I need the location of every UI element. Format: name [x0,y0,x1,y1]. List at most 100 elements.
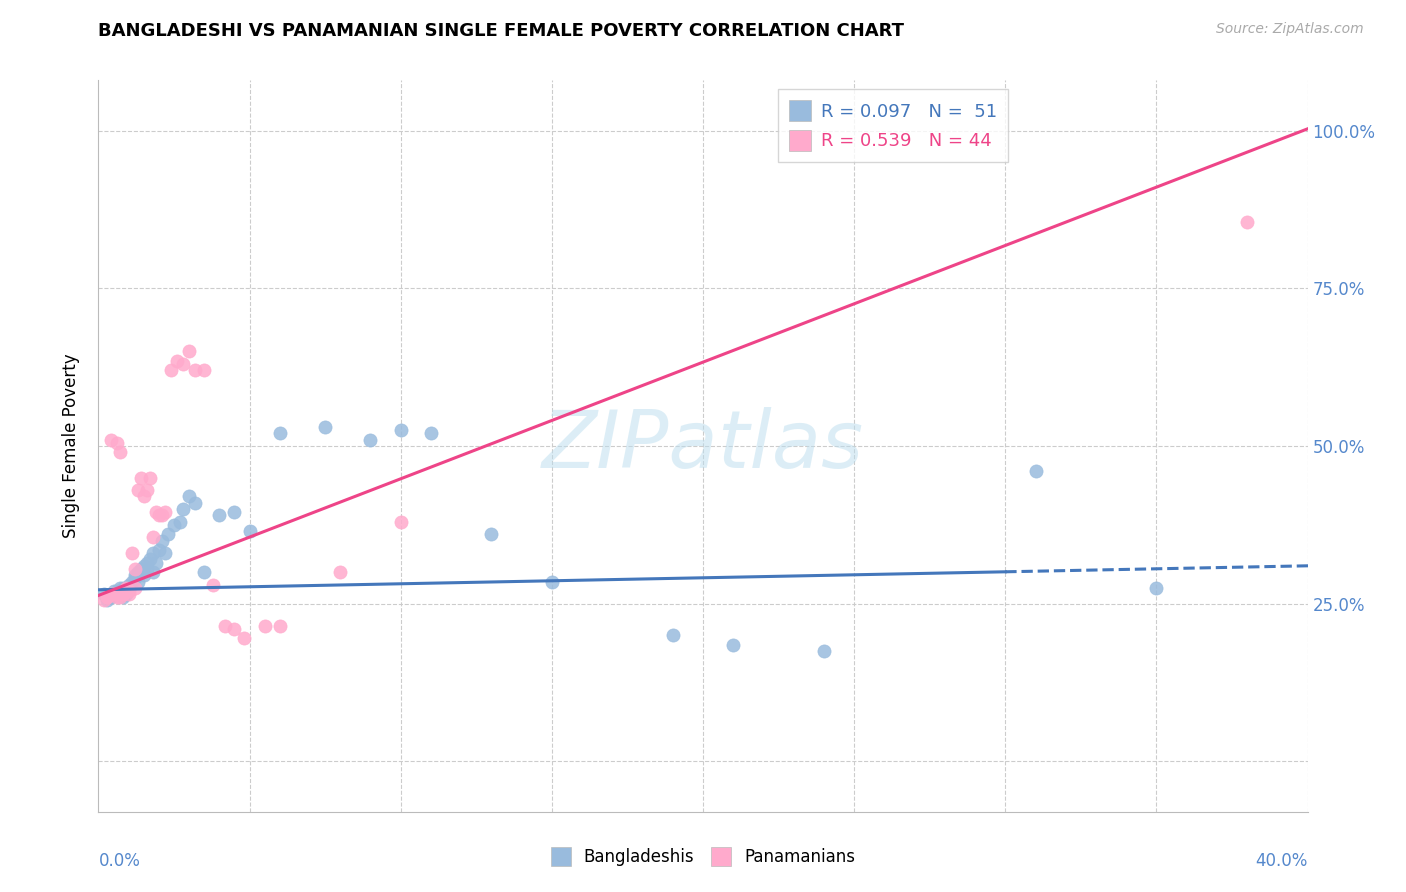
Point [139,552,162,566]
Point [100,591,122,605]
Point [214,618,236,632]
Point [105,435,128,450]
Point [96,591,118,605]
Point [114,581,136,595]
Point [132,568,155,582]
Point [420,426,443,441]
Point [813,644,835,658]
Point [127,565,149,579]
Point [239,524,262,538]
Point [108,581,131,595]
Point [114,584,136,599]
Point [139,470,162,484]
Point [124,562,146,576]
Y-axis label: Single Female Poverty: Single Female Poverty [62,354,80,538]
Text: 0.0%: 0.0% [98,852,141,870]
Point [114,587,136,601]
Point [103,587,125,601]
Point [118,584,141,599]
Point [481,527,503,541]
Point [389,423,412,437]
Point [389,515,412,529]
Point [269,618,291,632]
Point [172,502,194,516]
Point [142,530,165,544]
Point [1144,581,1167,595]
Point [93,587,115,601]
Point [100,587,122,601]
Point [169,515,191,529]
Point [142,565,165,579]
Point [1024,464,1046,478]
Text: Source: ZipAtlas.com: Source: ZipAtlas.com [1216,22,1364,37]
Point [224,622,246,636]
Point [132,558,155,573]
Point [145,556,167,570]
Text: ZIPatlas: ZIPatlas [541,407,865,485]
Point [129,562,152,576]
Point [232,632,254,646]
Point [121,574,143,589]
Point [202,578,225,592]
Point [723,638,745,652]
Point [148,508,170,523]
Point [132,490,155,504]
Point [150,533,173,548]
Point [93,593,115,607]
Point [153,505,176,519]
Point [314,420,336,434]
Point [184,496,207,510]
Point [111,591,134,605]
Point [179,344,201,359]
Point [100,433,122,447]
Point [1236,215,1258,229]
Point [150,508,173,523]
Point [224,505,246,519]
Point [124,568,146,582]
Text: BANGLADESHI VS PANAMANIAN SINGLE FEMALE POVERTY CORRELATION CHART: BANGLADESHI VS PANAMANIAN SINGLE FEMALE … [98,22,904,40]
Point [96,591,118,605]
Text: 40.0%: 40.0% [1256,852,1308,870]
Point [160,363,183,377]
Point [172,357,194,371]
Legend: Bangladeshis, Panamanians: Bangladeshis, Panamanians [544,840,862,873]
Point [111,587,134,601]
Point [540,574,562,589]
Point [111,581,134,595]
Point [329,565,352,579]
Point [193,565,215,579]
Point [184,363,207,377]
Point [662,628,685,642]
Point [156,527,179,541]
Point [208,508,231,523]
Point [121,546,143,560]
Point [108,445,131,459]
Point [96,593,118,607]
Point [105,591,128,605]
Point [111,587,134,601]
Point [118,581,141,595]
Point [145,505,167,519]
Point [129,470,152,484]
Point [118,578,141,592]
Point [124,571,146,585]
Point [135,562,157,576]
Point [127,574,149,589]
Point [193,363,215,377]
Point [153,546,176,560]
Point [360,433,382,447]
Point [148,543,170,558]
Point [269,426,291,441]
Point [105,584,128,599]
Point [124,581,146,595]
Point [163,517,186,532]
Point [118,587,141,601]
Point [179,490,201,504]
Point [127,483,149,497]
Point [103,587,125,601]
Point [103,584,125,599]
Point [135,556,157,570]
Point [166,354,188,368]
Point [108,591,131,605]
Point [142,546,165,560]
